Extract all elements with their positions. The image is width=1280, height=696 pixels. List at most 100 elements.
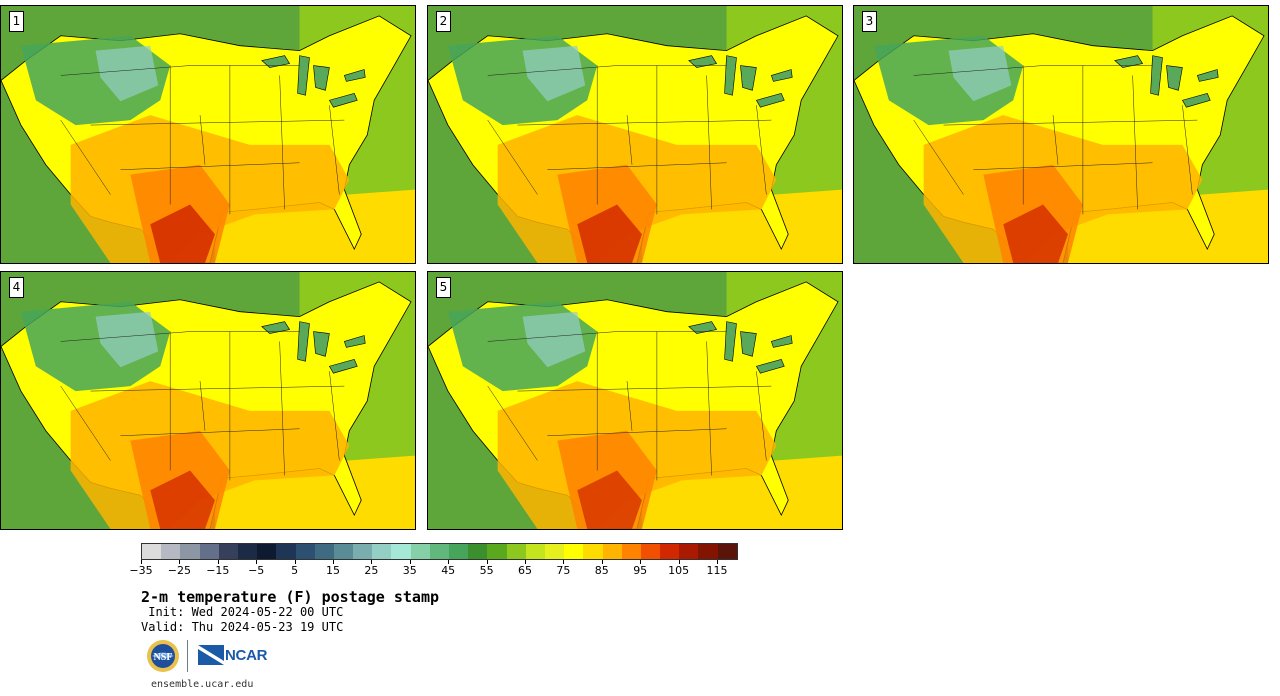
colorbar-tick bbox=[333, 560, 334, 564]
colorbar-segment bbox=[410, 544, 430, 559]
colorbar-tick bbox=[448, 560, 450, 564]
colorbar-segment bbox=[257, 544, 277, 559]
great-lake bbox=[343, 69, 366, 82]
very-hot-region bbox=[577, 470, 642, 529]
state-border bbox=[517, 119, 772, 126]
cold-region bbox=[948, 45, 1012, 102]
ensemble-member-panel-5: 5 bbox=[427, 271, 843, 530]
cold-region bbox=[95, 45, 159, 102]
state-border bbox=[120, 428, 300, 436]
state-border bbox=[973, 162, 1153, 170]
state-border bbox=[547, 428, 727, 436]
state-border bbox=[913, 119, 964, 195]
member-number-label: 4 bbox=[9, 277, 24, 298]
great-lake bbox=[688, 55, 718, 68]
member-number-label: 3 bbox=[862, 11, 877, 32]
great-lake bbox=[261, 55, 291, 68]
colorbar-segment bbox=[449, 544, 469, 559]
colorbar-tick bbox=[640, 560, 642, 564]
colorbar-tick-label: −15 bbox=[206, 564, 230, 577]
colorbar-segment bbox=[314, 544, 334, 559]
great-lake bbox=[328, 92, 358, 108]
great-lake bbox=[755, 358, 785, 374]
state-border bbox=[329, 105, 340, 195]
colorbar-tick-label: −25 bbox=[167, 564, 191, 577]
colorbar-segment bbox=[429, 544, 449, 559]
state-border bbox=[1182, 105, 1193, 195]
great-lake bbox=[1196, 69, 1219, 82]
state-border bbox=[487, 119, 538, 195]
colorbar-segment bbox=[640, 544, 661, 559]
state-border bbox=[279, 341, 285, 476]
colorbar bbox=[141, 543, 738, 560]
state-border bbox=[626, 381, 633, 431]
colorbar-segment bbox=[142, 544, 162, 559]
great-lake bbox=[343, 335, 366, 348]
state-border bbox=[756, 371, 767, 461]
very-hot-region bbox=[150, 470, 215, 529]
colorbar-tick-label: 95 bbox=[633, 564, 648, 577]
ensemble-member-panel-2: 2 bbox=[427, 5, 843, 264]
very-hot-region bbox=[1003, 204, 1068, 263]
colorbar-tick-label: 65 bbox=[518, 564, 532, 577]
state-border bbox=[706, 75, 712, 210]
colorbar-segment bbox=[276, 544, 296, 559]
colorbar-tick bbox=[409, 560, 411, 564]
state-border bbox=[60, 331, 300, 342]
colorbar-tick bbox=[525, 560, 526, 564]
colorbar-tick bbox=[717, 560, 718, 564]
state-border bbox=[517, 385, 772, 392]
colorbar-segment bbox=[564, 544, 584, 559]
great-lake bbox=[724, 55, 737, 96]
state-border bbox=[487, 65, 727, 76]
state-border bbox=[1052, 115, 1059, 165]
svg-text:NSF: NSF bbox=[154, 652, 173, 663]
state-border bbox=[60, 65, 300, 76]
temperature-map-5 bbox=[428, 272, 842, 529]
colorbar-tick-label: −35 bbox=[129, 564, 153, 577]
colorbar-segment bbox=[583, 544, 603, 559]
colorbar-tick bbox=[141, 560, 142, 564]
state-border bbox=[626, 115, 633, 165]
great-lake bbox=[770, 69, 793, 82]
great-lake bbox=[740, 65, 757, 91]
colorbar-tick bbox=[217, 560, 219, 564]
colorbar-segment bbox=[602, 544, 622, 559]
state-border bbox=[706, 341, 712, 476]
colorbar-segment bbox=[372, 544, 392, 559]
colorbar-tick bbox=[563, 560, 565, 564]
colorbar-tick bbox=[371, 560, 373, 564]
member-number-label: 5 bbox=[436, 277, 451, 298]
ensemble-member-panel-4: 4 bbox=[0, 271, 416, 530]
colorbar-tick-label: 75 bbox=[556, 564, 571, 577]
colorbar-segment bbox=[295, 544, 315, 559]
colorbar-segment bbox=[161, 544, 181, 559]
very-hot-region bbox=[150, 204, 215, 263]
colorbar-segment bbox=[199, 544, 219, 559]
state-border bbox=[199, 381, 206, 431]
colorbar-segment bbox=[525, 544, 545, 559]
great-lake bbox=[1166, 65, 1183, 91]
very-hot-region bbox=[577, 204, 642, 263]
state-border bbox=[279, 75, 285, 210]
state-border bbox=[487, 331, 727, 342]
colorbar-tick bbox=[256, 560, 258, 564]
colorbar-tick-label: 55 bbox=[479, 564, 494, 577]
colorbar-tick-label: 105 bbox=[668, 564, 690, 577]
colorbar-segment bbox=[679, 544, 699, 559]
colorbar-segment bbox=[218, 544, 238, 559]
great-lake bbox=[688, 321, 718, 334]
colorbar-segment bbox=[621, 544, 641, 559]
great-lake bbox=[297, 321, 310, 362]
colorbar-segment bbox=[353, 544, 373, 559]
ensemble-member-panel-1: 1 bbox=[0, 5, 416, 264]
colorbar-tick-label: 5 bbox=[291, 564, 299, 577]
great-lake bbox=[1150, 55, 1163, 96]
colorbar-tick-label: −5 bbox=[248, 564, 265, 577]
state-border bbox=[60, 385, 111, 461]
colorbar-segment bbox=[391, 544, 411, 559]
colorbar-legend: −35 −25 −15 −5 5 15 25 35 45 55 65 75 85 95 105 115 bbox=[129, 542, 770, 582]
colorbar-segment bbox=[180, 544, 200, 559]
colorbar-tick-label: 45 bbox=[441, 564, 456, 577]
state-border bbox=[913, 65, 1153, 76]
